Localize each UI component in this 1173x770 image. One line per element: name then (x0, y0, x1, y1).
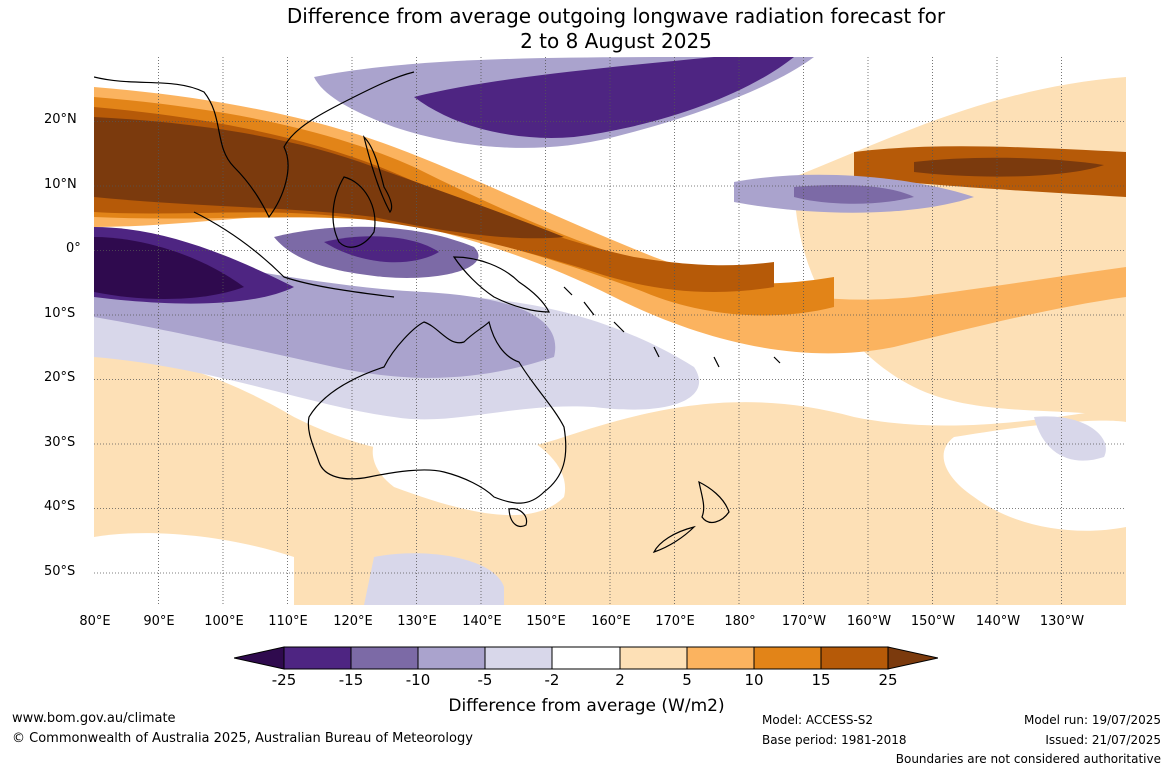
lat-label-20n: 20°N (44, 112, 77, 127)
anomaly-positive-weak-east (794, 77, 1126, 417)
colorbar-segment-1 (283, 646, 352, 670)
colorbar-tick-6: 5 (682, 671, 692, 689)
lon-label-90e: 90°E (143, 614, 175, 629)
graticule (94, 57, 1126, 605)
lon-label-170w: 170°W (781, 614, 827, 629)
colorbar-segment-4 (484, 646, 553, 670)
anomaly-positive-band-extreme-east-core (914, 157, 1104, 177)
colorbar-segment-9 (820, 646, 889, 670)
australia-coastline (307, 320, 567, 504)
olr-anomaly-map (94, 57, 1126, 605)
colorbar-segment-0 (234, 646, 285, 670)
colorbar (234, 646, 938, 670)
anomaly-negative-north-strong (414, 57, 794, 138)
new-zealand-north-coastline (698, 480, 730, 524)
colorbar-tick-5: 2 (615, 671, 625, 689)
colorbar-tick-4: -2 (544, 671, 560, 689)
lat-label-30s: 30°S (44, 435, 76, 450)
issued-text: Issued: 21/07/2025 (1045, 733, 1161, 747)
lon-label-180: 180° (724, 614, 756, 629)
colorbar-tick-0: -25 (271, 671, 297, 689)
lon-label-110e: 110°E (268, 614, 308, 629)
lon-label-130w: 130°W (1039, 614, 1085, 629)
new-zealand-south-coastline (652, 525, 696, 554)
colorbar-segment-3 (417, 646, 486, 670)
lat-label-20s: 20°S (44, 370, 76, 385)
colorbar-segment-8 (753, 646, 822, 670)
title-line-1: Difference from average outgoing longwav… (286, 4, 946, 28)
base-period-text: Base period: 1981-2018 (762, 733, 907, 747)
lat-label-50s: 50°S (44, 564, 76, 579)
model-run-text: Model run: 19/07/2025 (1023, 713, 1161, 727)
lat-label-40s: 40°S (44, 499, 76, 514)
colorbar-segment-2 (350, 646, 419, 670)
lon-label-160e: 160°E (591, 614, 631, 629)
title-line-2: 2 to 8 August 2025 (520, 29, 712, 53)
lon-label-120e: 120°E (333, 614, 373, 629)
colorbar-tick-1: -15 (338, 671, 364, 689)
lon-label-130e: 130°E (397, 614, 437, 629)
lon-label-80e: 80°E (79, 614, 111, 629)
sumatra-java-coastline (193, 211, 395, 298)
anomaly-fields (94, 57, 1126, 605)
lon-label-160w: 160°W (846, 614, 892, 629)
model-text: Model: ACCESS-S2 (762, 713, 874, 727)
philippines-coastline (362, 135, 393, 214)
coastlines (94, 71, 781, 554)
colorbar-segment-10 (887, 646, 938, 670)
lon-label-140e: 140°E (462, 614, 502, 629)
colorbar-tick-8: 15 (811, 671, 831, 689)
colorbar-tick-2: -10 (405, 671, 431, 689)
anomaly-neutral-south-2 (94, 533, 294, 605)
borneo-coastline (332, 176, 376, 248)
colorbar-segment-7 (686, 646, 755, 670)
pacific-islands-coastline (563, 286, 781, 368)
colorbar-segment-6 (619, 646, 688, 670)
anomaly-negative-weak-east-patch (1034, 416, 1106, 461)
lon-label-140w: 140°W (975, 614, 1021, 629)
colorbar-segment-5 (551, 646, 621, 670)
anomaly-positive-band-extreme (94, 117, 564, 239)
lat-label-equator: 0° (66, 241, 81, 256)
anomaly-negative-weak-south-patches (364, 553, 504, 605)
anomaly-negative-maritime-core (324, 236, 439, 263)
lon-label-150e: 150°E (526, 614, 566, 629)
colorbar-tick-3: -5 (477, 671, 493, 689)
disclaimer-text: Boundaries are not considered authoritat… (895, 752, 1161, 766)
colorbar-label: Difference from average (W/m2) (448, 696, 725, 716)
colorbar-tick-9: 25 (878, 671, 898, 689)
copyright-text: © Commonwealth of Australia 2025, Austra… (12, 731, 473, 746)
anomaly-neutral-south-1 (372, 407, 566, 516)
lon-label-150w: 150°W (910, 614, 956, 629)
tasmania-coastline (508, 508, 528, 528)
new-guinea-coastline (452, 256, 550, 313)
anomaly-negative-extreme-indian (94, 237, 244, 299)
website-text: www.bom.gov.au/climate (12, 711, 176, 726)
southeast-asia-coastline (94, 71, 415, 219)
map-title: Difference from average outgoing longwav… (0, 4, 1173, 54)
lat-label-10s: 10°S (44, 306, 76, 321)
lon-label-100e: 100°E (204, 614, 244, 629)
lat-label-10n: 10°N (44, 177, 77, 192)
colorbar-tick-7: 10 (744, 671, 764, 689)
anomaly-negative-central-pacific-strong (794, 185, 914, 204)
lon-label-170e: 170°E (655, 614, 695, 629)
